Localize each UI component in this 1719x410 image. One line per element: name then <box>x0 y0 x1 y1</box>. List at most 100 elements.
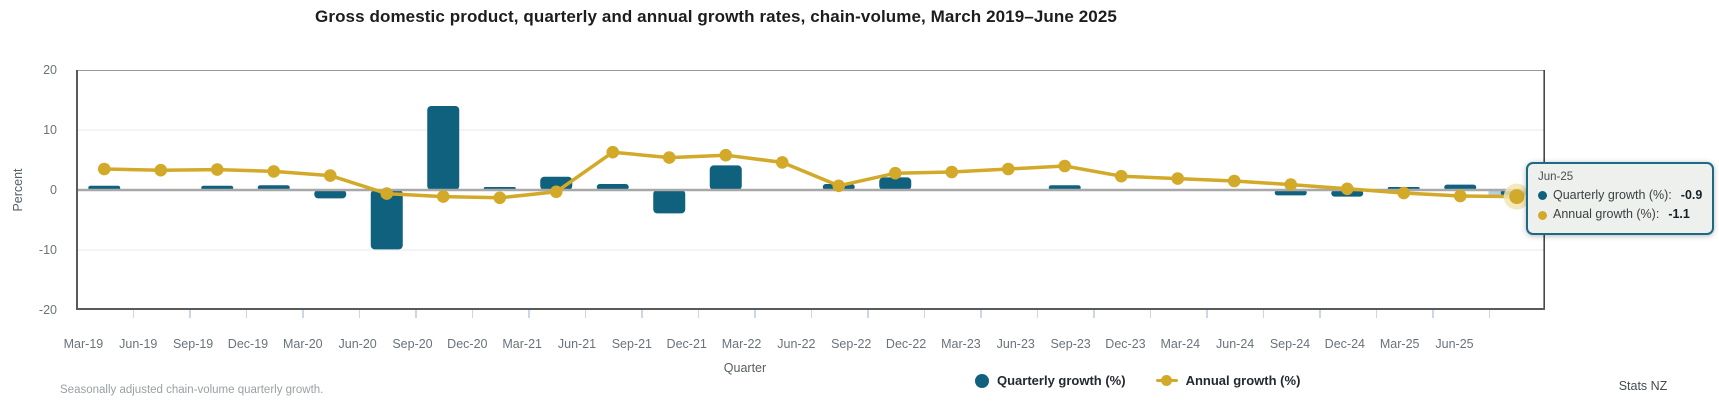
bar-Dec-21[interactable] <box>709 165 742 190</box>
line-point-Jun-21[interactable] <box>606 145 620 159</box>
x-tick-label-Jun-25: Jun-25 <box>1435 337 1474 351</box>
x-axis-title: Quarter <box>723 361 767 375</box>
axis-tick <box>415 310 417 318</box>
tooltip-row-annual: Annual growth (%): -1.1 <box>1538 205 1702 224</box>
x-tick-label-Jun-24: Jun-24 <box>1216 337 1255 351</box>
line-point-Dec-22[interactable] <box>945 165 959 179</box>
axis-tick <box>1093 310 1095 318</box>
line-point-Mar-20[interactable] <box>323 169 337 182</box>
x-tick-label-Jun-19: Jun-19 <box>119 337 158 351</box>
tooltip-label: Quarterly growth (%): <box>1553 188 1672 202</box>
x-axis-tick-labels: Mar-19 Jun-19 Sep-19 Dec-19 Mar-20 Jun-20 Sep-… <box>56 337 1482 351</box>
x-tick-label-Sep-23: Sep-23 <box>1050 337 1091 351</box>
quarterly-series-icon <box>975 373 989 388</box>
axis-tick <box>1319 310 1321 318</box>
legend-item-quarterly[interactable]: Quarterly growth (%) <box>975 373 1126 388</box>
x-tick-label-Jun-23: Jun-23 <box>996 337 1035 351</box>
line-point-Dec-20[interactable] <box>493 191 507 205</box>
x-tick-label-Jun-21: Jun-21 <box>557 337 597 351</box>
line-point-Dec-24[interactable] <box>1397 186 1411 200</box>
axis-tick <box>358 310 360 318</box>
line-point-Jun-23[interactable] <box>1058 159 1072 173</box>
x-tick-label-Sep-19: Sep-19 <box>172 337 214 351</box>
bar-Mar-25[interactable] <box>1444 184 1477 190</box>
chart-title: Gross domestic product, quarterly and an… <box>315 7 1117 26</box>
line-point-Mar-19[interactable] <box>97 162 111 176</box>
x-tick-label-Sep-20: Sep-20 <box>392 337 433 351</box>
line-point-Sep-19[interactable] <box>210 163 224 176</box>
x-tick-label-Mar-19: Mar-19 <box>63 337 104 351</box>
line-point-Jun-19[interactable] <box>154 163 168 177</box>
bar-Jun-21[interactable] <box>596 184 629 190</box>
axis-tick <box>980 310 982 318</box>
x-tick-label-Mar-21: Mar-21 <box>502 337 542 351</box>
tooltip-row-quarterly: Quarterly growth (%): -0.9 <box>1538 186 1702 205</box>
chart-canvas[interactable] <box>76 70 1545 310</box>
y-tick-label: -10 <box>38 243 57 257</box>
y-tick-label: 0 <box>50 183 57 197</box>
x-tick-label-Mar-23: Mar-23 <box>941 337 981 351</box>
axis-tick <box>867 310 869 318</box>
axis-tick <box>245 310 247 318</box>
bar-Sep-20[interactable] <box>427 106 460 190</box>
line-point-Sep-20[interactable] <box>436 190 450 203</box>
legend-label: Quarterly growth (%) <box>997 373 1126 388</box>
tooltip-label: Annual growth (%): <box>1553 207 1660 222</box>
axis-tick <box>641 310 643 318</box>
line-point-Sep-24[interactable] <box>1340 182 1354 196</box>
x-axis-ticks <box>76 310 1545 319</box>
line-point-Jun-24[interactable] <box>1284 178 1298 191</box>
bar-Mar-20[interactable] <box>314 190 347 199</box>
line-point-Mar-22[interactable] <box>775 156 789 169</box>
line-point-Dec-19[interactable] <box>267 165 281 178</box>
line-point-Dec-21[interactable] <box>719 148 733 162</box>
tooltip-value: -1.1 <box>1668 207 1690 222</box>
line-point-Mar-24[interactable] <box>1227 174 1241 188</box>
bar-Sep-21[interactable] <box>653 190 686 214</box>
line-point-Sep-22[interactable] <box>888 166 902 180</box>
x-tick-label-Sep-21: Sep-21 <box>611 337 653 351</box>
x-tick-label-Dec-22: Dec-22 <box>885 337 927 351</box>
line-point-Jun-20[interactable] <box>380 187 394 200</box>
x-tick-label-Dec-23: Dec-23 <box>1105 337 1146 351</box>
axis-tick <box>697 310 699 318</box>
bar-Jun-24[interactable] <box>1274 190 1307 196</box>
axis-tick <box>1206 310 1208 318</box>
x-tick-label-Sep-22: Sep-22 <box>831 337 872 351</box>
line-point-Mar-23[interactable] <box>1001 162 1015 176</box>
y-tick-label: 20 <box>43 63 57 77</box>
axis-tick <box>132 310 134 318</box>
x-tick-label-Dec-19: Dec-19 <box>227 337 269 351</box>
x-tick-label-Dec-21: Dec-21 <box>666 337 707 351</box>
x-tick-label-Dec-20: Dec-20 <box>447 337 488 351</box>
legend-item-annual[interactable]: Annual growth (%) <box>1155 373 1300 388</box>
axis-tick <box>810 310 812 318</box>
line-point-Dec-23[interactable] <box>1171 172 1185 185</box>
annual-dot-icon <box>1538 210 1547 220</box>
line-point-Mar-25[interactable] <box>1453 189 1467 203</box>
source-attribution: Stats NZ <box>1618 379 1668 393</box>
x-tick-label-Jun-22: Jun-22 <box>777 337 816 351</box>
line-point-Sep-21[interactable] <box>662 151 676 164</box>
chart-footnote: Seasonally adjusted chain-volume quarter… <box>60 384 324 396</box>
plot-area <box>76 70 1545 310</box>
line-point-Jun-22[interactable] <box>832 179 846 193</box>
line-point-Mar-21[interactable] <box>549 185 563 199</box>
bar-Jun-20[interactable] <box>370 190 403 250</box>
annual-growth-line <box>102 150 1519 200</box>
axis-tick <box>1262 310 1264 318</box>
axis-tick <box>923 310 925 318</box>
axis-tick <box>1149 310 1151 318</box>
bar-Sep-22[interactable] <box>879 177 912 190</box>
axis-tick <box>1432 310 1434 318</box>
x-tick-label-Mar-20: Mar-20 <box>283 337 323 351</box>
axis-tick <box>189 310 191 318</box>
line-point-Jun-25[interactable] <box>1509 189 1525 205</box>
line-point-Sep-23[interactable] <box>1114 169 1128 183</box>
annual-series-icon <box>1155 374 1178 388</box>
x-tick-label-Jun-20: Jun-20 <box>338 337 377 351</box>
axis-tick <box>754 310 756 318</box>
axis-tick <box>1375 310 1377 318</box>
axis-tick <box>471 310 473 318</box>
